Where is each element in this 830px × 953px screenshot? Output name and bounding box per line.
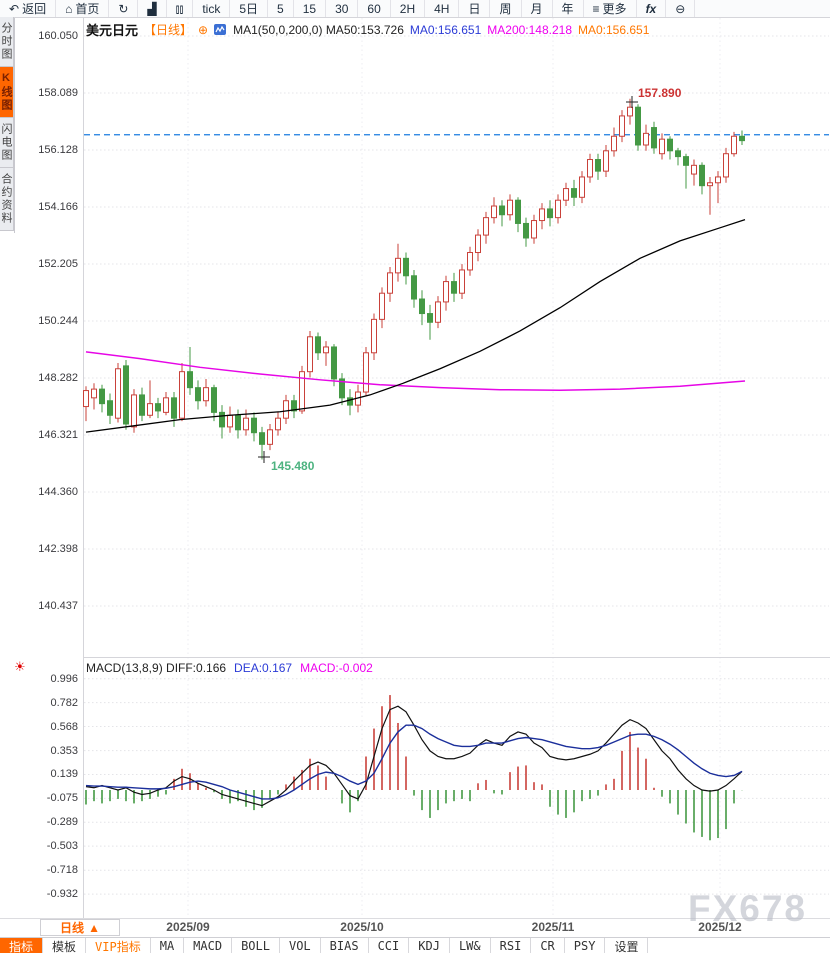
x-axis-tick: 2025/11 bbox=[531, 920, 575, 934]
ma-settings-icon[interactable] bbox=[214, 23, 227, 36]
ma1-label: MA1(50,0,200,0) MA50:153.726 bbox=[233, 22, 404, 37]
ma0-blue-label: MA0:156.651 bbox=[409, 22, 482, 37]
toolbar-button-zoom-out[interactable]: ⊖ bbox=[666, 0, 696, 17]
toolbar-button-year[interactable]: 年 bbox=[553, 0, 584, 17]
y-axis-tick: -0.718 bbox=[46, 864, 78, 877]
y-axis-tick: 158.089 bbox=[38, 86, 78, 99]
y-axis-tick: 144.360 bbox=[38, 485, 78, 498]
y-axis-tick: -0.932 bbox=[46, 888, 78, 901]
x-axis-tick: 2025/12 bbox=[698, 920, 742, 934]
y-axis-tick: 156.128 bbox=[38, 143, 78, 156]
indicator-toolbar: 指标 模板 VIP指标 MA MACD BOLL VOL BIAS CCI KDJ LW& RSI CR… bbox=[0, 937, 830, 953]
dea-label: DEA:0.167 bbox=[234, 661, 293, 675]
indicator-button-CCI[interactable]: CCI bbox=[369, 938, 410, 953]
indicator-button-PSY[interactable]: PSY bbox=[565, 938, 606, 953]
toolbar-button-4h[interactable]: 4H bbox=[425, 0, 460, 17]
y-axis-tick: 142.398 bbox=[38, 543, 78, 556]
toolbar-button-day[interactable]: 日 bbox=[459, 0, 491, 17]
menu-icon: ≡ bbox=[592, 1, 600, 16]
toolbar-button-2h[interactable]: 2H bbox=[391, 0, 426, 17]
y-axis-tick: 150.244 bbox=[38, 314, 78, 327]
toolbar-button-5d[interactable]: 5日 bbox=[230, 0, 269, 17]
toolbar-button-indicator-settings[interactable]: ⫾⫾ bbox=[167, 0, 194, 17]
period-selector[interactable]: 日线 ▲ bbox=[40, 919, 120, 936]
y-axis-tick: 154.166 bbox=[38, 201, 78, 213]
x-axis-tick: 2025/10 bbox=[340, 920, 384, 934]
low-price-annotation: 145.480 bbox=[271, 459, 315, 473]
indicator-button-BIAS[interactable]: BIAS bbox=[321, 938, 369, 953]
circle-minus-icon: ⊖ bbox=[675, 1, 686, 16]
x-axis-tick: 2025/09 bbox=[166, 920, 210, 934]
toolbar-button-5[interactable]: 5 bbox=[268, 0, 294, 17]
toolbar-button-back[interactable]: ↶ 返回 bbox=[0, 0, 57, 17]
ma0-orange-label: MA0:156.651 bbox=[578, 22, 650, 37]
symbol-name: 美元日元 bbox=[86, 23, 139, 38]
toolbar-button-chart-type[interactable]: ▟ bbox=[138, 0, 167, 17]
macd-params-label: MACD(13,8,9) DIFF:0.166 bbox=[86, 661, 227, 675]
add-indicator-icon[interactable]: ⊕ bbox=[198, 22, 209, 37]
sliders-icon: ⫾⫾ bbox=[175, 1, 184, 16]
y-axis-tick: 146.321 bbox=[38, 429, 78, 441]
y-axis-tick: -0.075 bbox=[46, 792, 78, 805]
refresh-icon: ↻ bbox=[118, 1, 129, 16]
toolbar-button-month[interactable]: 月 bbox=[522, 0, 553, 17]
toolbar-button-home[interactable]: ⌂ 首页 bbox=[56, 0, 110, 17]
toolbar-button-tick[interactable]: tick bbox=[193, 0, 231, 17]
live-indicator-icon: ☀ bbox=[14, 659, 26, 674]
sidebar-tab-3[interactable]: 合约资料 bbox=[0, 168, 14, 231]
chart-type-sidebar: 分时图 K线图 闪电图 合约资料 bbox=[0, 17, 15, 231]
indicator-button-KDJ[interactable]: KDJ bbox=[409, 938, 450, 953]
toolbar-button-60[interactable]: 60 bbox=[358, 0, 391, 17]
y-axis-tick: 0.353 bbox=[50, 744, 78, 757]
y-axis-tick: 140.437 bbox=[38, 600, 78, 612]
indicator-button-设置[interactable]: 设置 bbox=[605, 938, 649, 953]
y-axis-tick: 160.050 bbox=[38, 30, 78, 42]
y-axis-tick: 0.139 bbox=[50, 768, 78, 781]
fx678-watermark: FX678 bbox=[688, 888, 808, 929]
triangle-up-icon: ▲ bbox=[88, 920, 100, 935]
macd-value-label: MACD:-0.002 bbox=[300, 661, 373, 675]
indicator-button-BOLL[interactable]: BOLL bbox=[232, 938, 280, 953]
top-toolbar: ↶ 返回 ⌂ 首页 ↻ ▟ ⫾⫾ tick 5日 5 15 30 60 2H 4H 日周月年 ≡ 更多 fx ⊖ bbox=[0, 0, 830, 18]
indicator-button-VOL[interactable]: VOL bbox=[280, 938, 321, 953]
period-tag: 【日线】 bbox=[144, 23, 193, 37]
indicator-button-指标[interactable]: 指标 bbox=[0, 938, 44, 953]
toolbar-button-refresh[interactable]: ↻ bbox=[109, 0, 139, 17]
indicator-button-LW&[interactable]: LW& bbox=[450, 938, 491, 953]
indicator-button-RSI[interactable]: RSI bbox=[491, 938, 532, 953]
macd-header: MACD(13,8,9) DIFF:0.166 DEA:0.167 MACD:-… bbox=[86, 661, 373, 675]
y-axis-tick: -0.289 bbox=[46, 816, 78, 829]
toolbar-button-15[interactable]: 15 bbox=[294, 0, 327, 17]
toolbar-button-fx[interactable]: fx bbox=[637, 0, 667, 17]
toolbar-button-more[interactable]: ≡ 更多 bbox=[584, 0, 637, 17]
sidebar-tab-1[interactable]: K线图 bbox=[0, 67, 14, 118]
y-axis-tick: 152.205 bbox=[38, 257, 78, 270]
bar-chart-icon: ▟ bbox=[147, 1, 157, 16]
y-axis-tick: 0.996 bbox=[50, 672, 78, 685]
y-axis-tick: 148.282 bbox=[38, 372, 78, 384]
indicator-button-模板[interactable]: 模板 bbox=[43, 938, 87, 953]
y-axis-tick: -0.503 bbox=[46, 840, 78, 853]
home-icon: ⌂ bbox=[65, 1, 73, 16]
ma200-label: MA200:148.218 bbox=[487, 22, 572, 37]
y-axis-tick: 0.568 bbox=[50, 720, 78, 733]
toolbar-button-week[interactable]: 周 bbox=[490, 0, 522, 17]
sidebar-tab-2[interactable]: 闪电图 bbox=[0, 118, 14, 168]
sidebar-tab-0[interactable]: 分时图 bbox=[0, 17, 14, 67]
indicator-button-MA[interactable]: MA bbox=[151, 938, 185, 953]
indicator-button-MACD[interactable]: MACD bbox=[184, 938, 233, 953]
indicator-button-VIP指标[interactable]: VIP指标 bbox=[86, 938, 151, 953]
y-axis-tick: 0.782 bbox=[50, 696, 78, 709]
chart-header: 美元日元 【日线】 ⊕ MA1(50,0,200,0) MA50:153.726… bbox=[86, 20, 649, 39]
back-arrow-icon: ↶ bbox=[9, 1, 20, 16]
indicator-button-CR[interactable]: CR bbox=[531, 938, 565, 953]
toolbar-button-30[interactable]: 30 bbox=[326, 0, 359, 17]
high-price-annotation: 157.890 bbox=[638, 86, 682, 100]
